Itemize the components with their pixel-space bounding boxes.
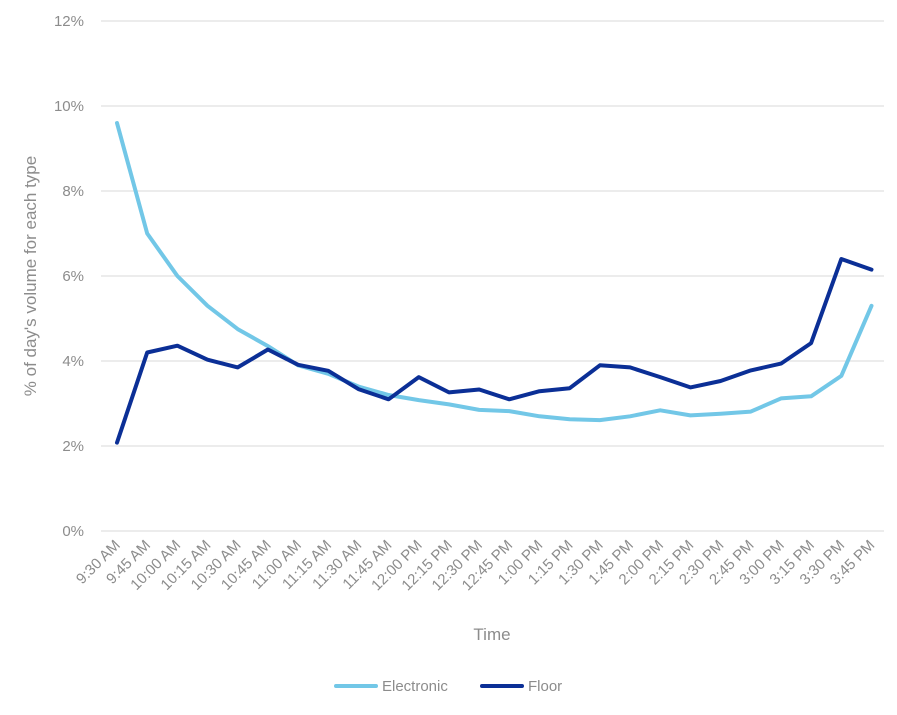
- y-axis-title: % of day's volume for each type: [21, 156, 40, 396]
- legend: Electronic Floor: [334, 678, 562, 695]
- gridlines: [101, 20, 884, 532]
- y-tick-label: 2%: [62, 438, 84, 455]
- series-lines: [115, 121, 874, 445]
- y-tick-label: 0%: [62, 523, 84, 540]
- legend-label-electronic: Electronic: [382, 678, 448, 695]
- y-tick-label: 8%: [62, 183, 84, 200]
- y-tick-label: 10%: [54, 98, 84, 115]
- series-line-electronic: [115, 121, 874, 423]
- y-tick-label: 12%: [54, 13, 84, 30]
- y-tick-label: 4%: [62, 353, 84, 370]
- y-tick-label: 6%: [62, 268, 84, 285]
- y-axis-ticks: 0% 2% 4% 6% 8% 10% 12%: [54, 13, 84, 540]
- series-line-floor: [115, 257, 874, 445]
- x-axis-title: Time: [473, 625, 510, 644]
- legend-label-floor: Floor: [528, 678, 562, 695]
